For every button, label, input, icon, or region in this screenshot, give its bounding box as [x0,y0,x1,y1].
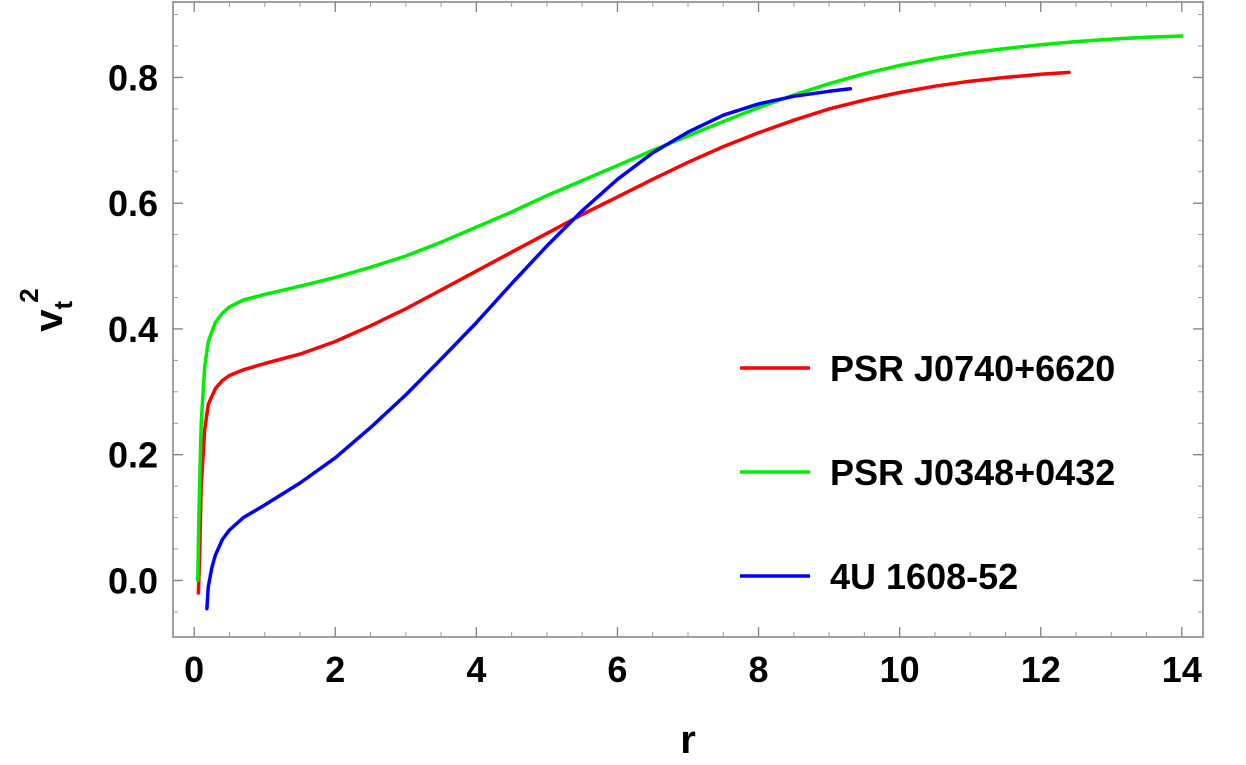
y-tick-label: 0.0 [108,560,158,601]
y-tick-label: 0.8 [108,57,158,98]
x-tick-label: 4 [466,649,486,690]
legend: PSR J0740+6620 PSR J0348+0432 4U 1608-52 [740,348,1115,597]
series-line-2 [205,87,853,611]
series-line-1 [195,34,1184,583]
x-tick-label: 14 [1162,649,1202,690]
x-axis-tick-labels: 0 2 4 6 8 10 12 14 [184,649,1202,690]
x-axis-ticks [193,2,1183,637]
y-axis-tick-labels: 0.0 0.2 0.4 0.6 0.8 [108,57,158,601]
legend-entry-0: PSR J0740+6620 [830,348,1115,389]
legend-entry-2: 4U 1608-52 [830,556,1018,597]
x-tick-label: 10 [880,649,920,690]
x-tick-label: 8 [749,649,769,690]
y-axis-label-subscript: t [48,300,78,309]
x-tick-label: 12 [1021,649,1061,690]
y-axis-label-base: v [27,309,71,332]
series-line-0 [196,70,1071,595]
y-tick-label: 0.6 [108,183,158,224]
plot-frame [172,1,1204,638]
x-tick-label: 2 [325,649,345,690]
y-axis-label: vt2 [14,288,78,331]
y-tick-label: 0.4 [108,309,158,350]
series-lines [195,34,1184,611]
y-tick-label: 0.2 [108,435,158,476]
y-axis-ticks [173,14,1203,613]
x-tick-label: 0 [184,649,204,690]
y-axis-label-superscript: 2 [14,288,44,302]
x-tick-label: 6 [607,649,627,690]
legend-entry-1: PSR J0348+0432 [830,452,1115,493]
x-axis-label: r [680,718,696,762]
